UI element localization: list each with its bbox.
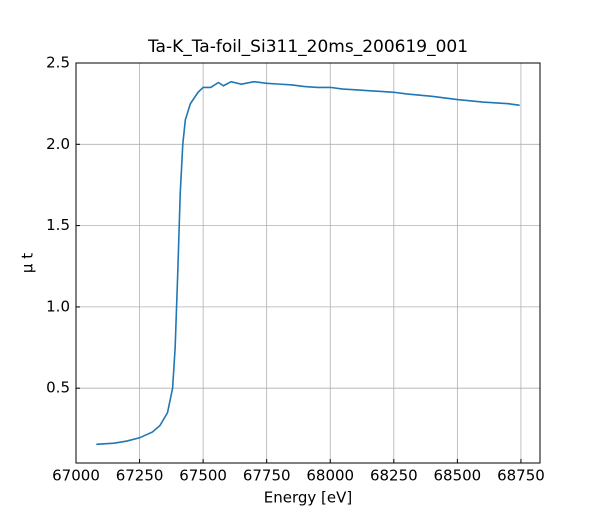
- x-tick-label: 67750: [243, 467, 291, 485]
- x-axis-label: Energy [eV]: [264, 489, 352, 507]
- y-tick-label: 1.5: [46, 216, 70, 234]
- x-tick-label: 67000: [52, 467, 100, 485]
- x-tick-label: 68000: [306, 467, 354, 485]
- y-tick-label: 2.5: [46, 54, 70, 72]
- chart-title: Ta-K_Ta-foil_Si311_20ms_200619_001: [147, 37, 468, 57]
- y-tick-label: 0.5: [46, 379, 70, 397]
- data-line: [96, 80, 520, 446]
- plot-frame: [75, 62, 541, 464]
- x-tick-label: 68750: [497, 467, 545, 485]
- x-tick-label: 67250: [116, 467, 164, 485]
- x-tick-label: 68250: [370, 467, 418, 485]
- y-tick-label: 1.0: [46, 297, 70, 315]
- x-tick-label: 67500: [179, 467, 227, 485]
- y-axis-label: μ t: [19, 253, 37, 273]
- y-tick-label: 2.0: [46, 135, 70, 153]
- x-tick-label: 68500: [434, 467, 482, 485]
